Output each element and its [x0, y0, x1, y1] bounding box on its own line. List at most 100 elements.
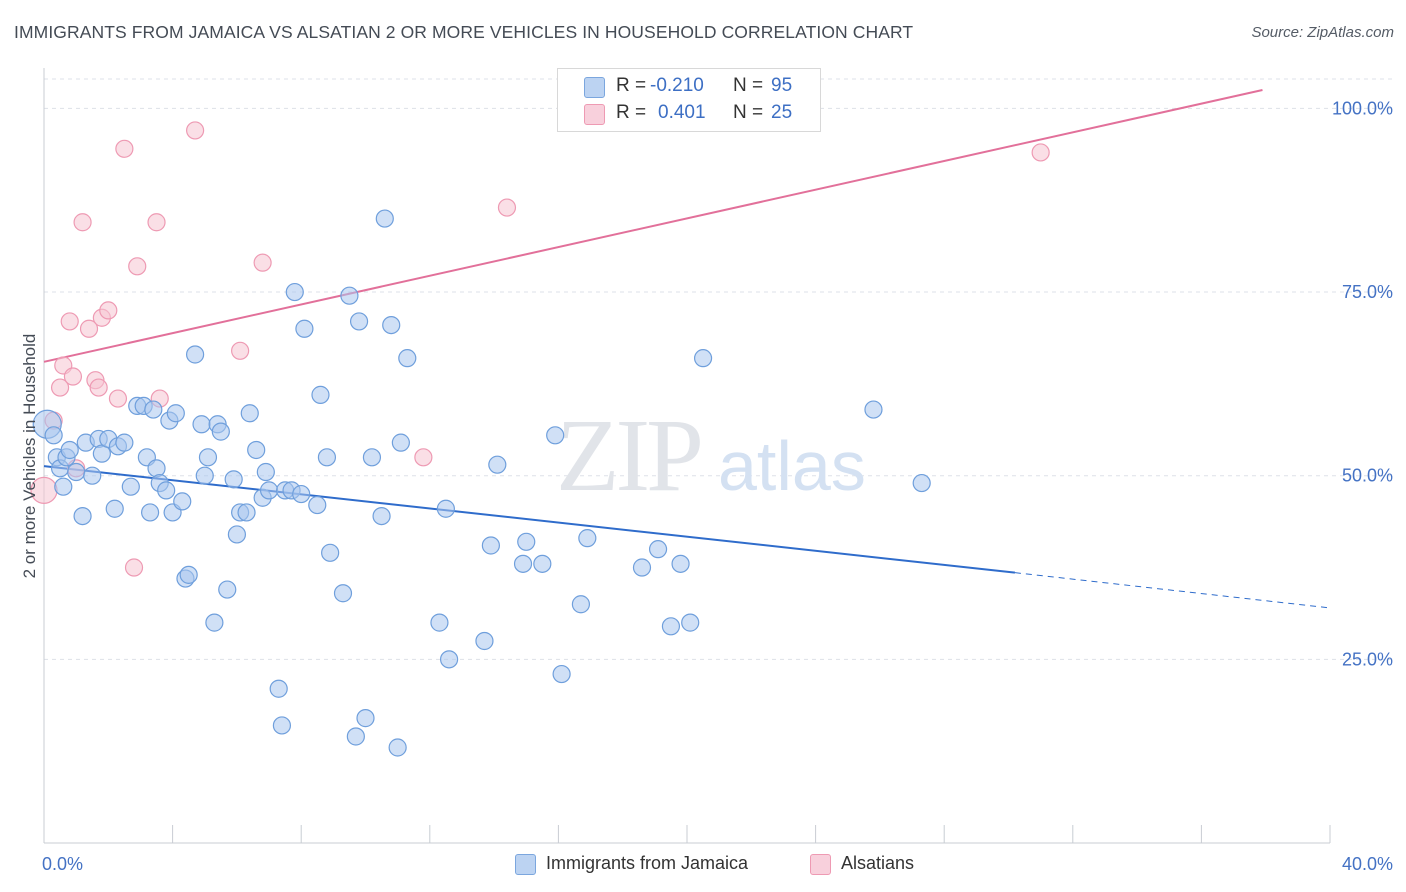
jamaica-point	[295, 319, 314, 338]
legend-n-value: 25	[771, 102, 793, 123]
bottom-legend-jamaica: Immigrants from Jamaica	[515, 852, 785, 876]
tick-labels: 25.0% 50.0% 75.0% 100.0% 0.0% 40.0%	[42, 98, 1393, 874]
jamaica-trend-line	[43, 465, 1016, 574]
jamaica-point	[398, 349, 417, 368]
jamaica-point	[259, 481, 279, 500]
alsatians-point	[108, 389, 128, 408]
jamaica-point	[436, 499, 455, 518]
jamaica-point	[272, 716, 292, 735]
chart-title: IMMIGRANTS FROM JAMAICA VS ALSATIAN 2 OR…	[14, 22, 914, 42]
jamaica-point	[661, 617, 681, 636]
jamaica-point	[269, 679, 288, 698]
y-tick-label: 25.0%	[1342, 649, 1393, 669]
jamaica-point	[211, 422, 230, 441]
jamaica-point	[317, 448, 337, 467]
legend-r-label: R =	[616, 102, 647, 123]
alsatians-point	[497, 198, 517, 217]
y-tick-label: 100.0%	[1332, 98, 1393, 118]
jamaica-point	[671, 554, 690, 573]
jamaica-point	[356, 709, 375, 728]
bottom-legend-swatch-pink	[810, 854, 831, 875]
jamaica-point	[308, 495, 327, 515]
alsatians-point	[186, 121, 205, 140]
jamaica-point	[173, 492, 192, 511]
jamaica-point	[546, 426, 565, 445]
jamaica-point	[391, 433, 410, 452]
legend: R = -0.210 N = 95 R = 0.401 N = 25	[557, 68, 821, 132]
jamaica-point	[372, 506, 391, 526]
alsatians-point	[253, 253, 272, 272]
legend-n-label: N =	[733, 102, 764, 123]
alsatians-point	[89, 378, 108, 397]
watermark-zip: ZIP	[556, 398, 700, 513]
jamaica-point	[67, 462, 86, 482]
jamaica-point	[179, 565, 198, 584]
jamaica-point	[144, 400, 163, 419]
jamaica-trend-extension	[1014, 572, 1331, 609]
source-credit: Source: ZipAtlas.com	[1251, 24, 1394, 41]
jamaica-point	[166, 404, 185, 423]
alsatians-point	[124, 558, 144, 577]
jamaica-point	[533, 554, 552, 573]
jamaica-point	[224, 470, 243, 489]
jamaica-point	[864, 400, 883, 419]
jamaica-point	[382, 315, 401, 335]
jamaica-point	[571, 595, 591, 614]
alsatians-points	[30, 121, 1050, 577]
alsatians-point	[147, 213, 166, 232]
jamaica-point	[44, 426, 63, 445]
legend-r-value: 0.401	[658, 102, 706, 123]
jamaica-point	[186, 345, 205, 364]
watermark: ZIP atlas	[556, 398, 866, 513]
jamaica-point	[349, 312, 369, 331]
jamaica-point	[333, 584, 353, 603]
jamaica-point	[83, 466, 102, 485]
alsatians-point	[50, 378, 70, 397]
alsatians-point	[99, 301, 118, 320]
jamaica-point	[488, 455, 507, 474]
bottom-legend-label: Immigrants from Jamaica	[546, 853, 749, 873]
jamaica-point	[205, 613, 224, 632]
jamaica-point	[105, 499, 124, 518]
jamaica-point	[73, 506, 92, 526]
watermark-atlas: atlas	[718, 427, 866, 505]
legend-n-label: N =	[733, 75, 764, 96]
alsatians-point	[73, 213, 92, 232]
y-tick-label: 50.0%	[1342, 466, 1393, 486]
y-axis-title: 2 or more Vehicles in Household	[20, 334, 39, 579]
jamaica-point	[693, 349, 713, 368]
legend-r-label: R =	[616, 75, 647, 96]
jamaica-point	[513, 554, 533, 573]
alsatians-trend-line	[43, 89, 1263, 363]
jamaica-point	[256, 462, 275, 482]
axes	[43, 68, 1331, 844]
jamaica-points	[32, 209, 931, 757]
jamaica-point	[439, 650, 459, 669]
jamaica-point	[54, 477, 73, 496]
alsatians-point	[60, 312, 79, 331]
jamaica-point	[632, 558, 652, 577]
alsatians-point	[79, 319, 99, 338]
jamaica-point	[192, 415, 211, 434]
jamaica-point	[430, 613, 449, 632]
jamaica-point	[578, 529, 597, 548]
gridlines	[44, 78, 1392, 660]
alsatians-point	[63, 367, 83, 386]
bottom-legend-label: Alsatians	[841, 853, 915, 873]
x-tick-label: 40.0%	[1342, 854, 1393, 874]
jamaica-point	[195, 466, 214, 485]
jamaica-point	[198, 448, 218, 467]
legend-swatch-pink	[584, 104, 605, 125]
jamaica-point	[340, 286, 359, 305]
jamaica-point	[237, 503, 256, 522]
legend-row-jamaica: R = -0.210 N = 95	[558, 74, 820, 100]
jamaica-point	[481, 536, 500, 555]
alsatians-point	[128, 257, 147, 276]
jamaica-point	[681, 613, 700, 632]
legend-row-alsatians: R = 0.401 N = 25	[558, 101, 820, 127]
alsatians-point	[1031, 143, 1050, 162]
jamaica-point	[115, 433, 134, 452]
jamaica-point	[375, 209, 394, 228]
jamaica-point	[292, 484, 311, 504]
